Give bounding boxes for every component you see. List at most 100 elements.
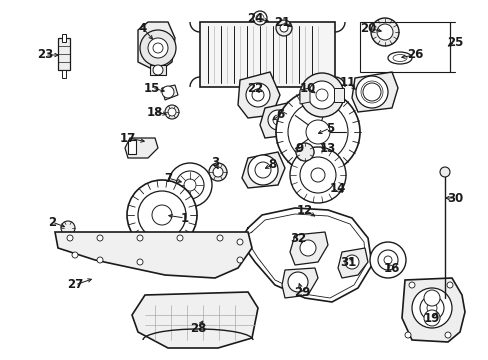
Text: 21: 21 (273, 15, 289, 28)
Circle shape (138, 191, 185, 239)
Bar (62, 34, 66, 42)
Circle shape (162, 86, 174, 98)
Circle shape (423, 290, 439, 306)
Circle shape (267, 110, 287, 130)
Circle shape (295, 143, 313, 161)
Bar (58, 38, 70, 70)
Circle shape (164, 105, 179, 119)
Text: 31: 31 (339, 256, 355, 269)
Polygon shape (333, 88, 343, 102)
Text: 7: 7 (163, 171, 172, 184)
Polygon shape (299, 88, 309, 104)
Circle shape (377, 250, 397, 270)
Circle shape (275, 90, 359, 174)
Circle shape (299, 240, 315, 256)
Circle shape (411, 288, 451, 328)
Text: 6: 6 (275, 108, 284, 122)
Circle shape (245, 83, 269, 107)
Text: 2: 2 (48, 216, 56, 229)
Circle shape (369, 242, 405, 278)
Circle shape (168, 163, 212, 207)
Circle shape (426, 303, 436, 313)
Text: 16: 16 (383, 261, 399, 274)
Text: 3: 3 (210, 157, 219, 170)
Circle shape (307, 81, 335, 109)
Circle shape (247, 155, 278, 185)
Circle shape (404, 332, 410, 338)
Text: 29: 29 (293, 285, 309, 298)
Polygon shape (337, 248, 367, 278)
Circle shape (310, 168, 325, 182)
Polygon shape (125, 138, 158, 158)
Text: 22: 22 (246, 81, 263, 94)
Polygon shape (138, 22, 175, 72)
Text: 17: 17 (120, 131, 136, 144)
Circle shape (148, 38, 168, 58)
Circle shape (287, 102, 347, 162)
Circle shape (153, 43, 163, 53)
Circle shape (439, 167, 449, 177)
Text: 1: 1 (181, 211, 189, 225)
Circle shape (299, 73, 343, 117)
Polygon shape (401, 278, 464, 342)
Circle shape (419, 296, 443, 320)
Circle shape (237, 239, 243, 245)
Text: 24: 24 (246, 12, 263, 24)
Circle shape (446, 282, 452, 288)
Circle shape (97, 235, 103, 241)
Text: 28: 28 (189, 321, 206, 334)
Text: 20: 20 (359, 22, 375, 35)
Ellipse shape (387, 52, 411, 64)
Text: 5: 5 (325, 122, 333, 135)
Circle shape (299, 157, 335, 193)
Text: 26: 26 (406, 49, 422, 62)
Circle shape (287, 272, 307, 292)
Text: 13: 13 (319, 141, 335, 154)
Circle shape (280, 24, 287, 32)
Ellipse shape (392, 54, 406, 62)
Circle shape (345, 255, 358, 269)
Circle shape (383, 256, 391, 264)
Polygon shape (351, 72, 397, 112)
Text: 11: 11 (339, 76, 355, 89)
Circle shape (254, 162, 270, 178)
Circle shape (152, 205, 172, 225)
Circle shape (183, 179, 196, 191)
Text: 19: 19 (423, 311, 439, 324)
Circle shape (251, 89, 264, 101)
Circle shape (408, 282, 414, 288)
Bar (150, 65, 165, 75)
Circle shape (208, 163, 226, 181)
Circle shape (256, 14, 264, 22)
Text: 18: 18 (146, 105, 163, 118)
Circle shape (140, 30, 176, 66)
Circle shape (289, 147, 346, 203)
Text: 32: 32 (289, 231, 305, 244)
Circle shape (362, 83, 380, 101)
Polygon shape (282, 268, 317, 298)
Text: 9: 9 (295, 141, 304, 154)
Circle shape (355, 76, 387, 108)
Circle shape (305, 120, 329, 144)
Text: 27: 27 (67, 279, 83, 292)
Polygon shape (238, 72, 280, 118)
Text: 12: 12 (296, 203, 312, 216)
Text: 23: 23 (37, 49, 53, 62)
Polygon shape (260, 102, 297, 138)
Bar (359, 22, 449, 72)
Circle shape (275, 20, 291, 36)
Circle shape (127, 180, 197, 250)
Circle shape (168, 108, 176, 116)
Circle shape (177, 235, 183, 241)
Circle shape (213, 167, 223, 177)
Circle shape (153, 65, 163, 75)
Circle shape (137, 235, 142, 241)
Circle shape (61, 221, 75, 235)
Circle shape (376, 24, 392, 40)
Circle shape (272, 115, 283, 125)
Circle shape (176, 171, 203, 199)
Polygon shape (162, 85, 178, 100)
Circle shape (137, 259, 142, 265)
Circle shape (370, 18, 398, 46)
Circle shape (97, 257, 103, 263)
